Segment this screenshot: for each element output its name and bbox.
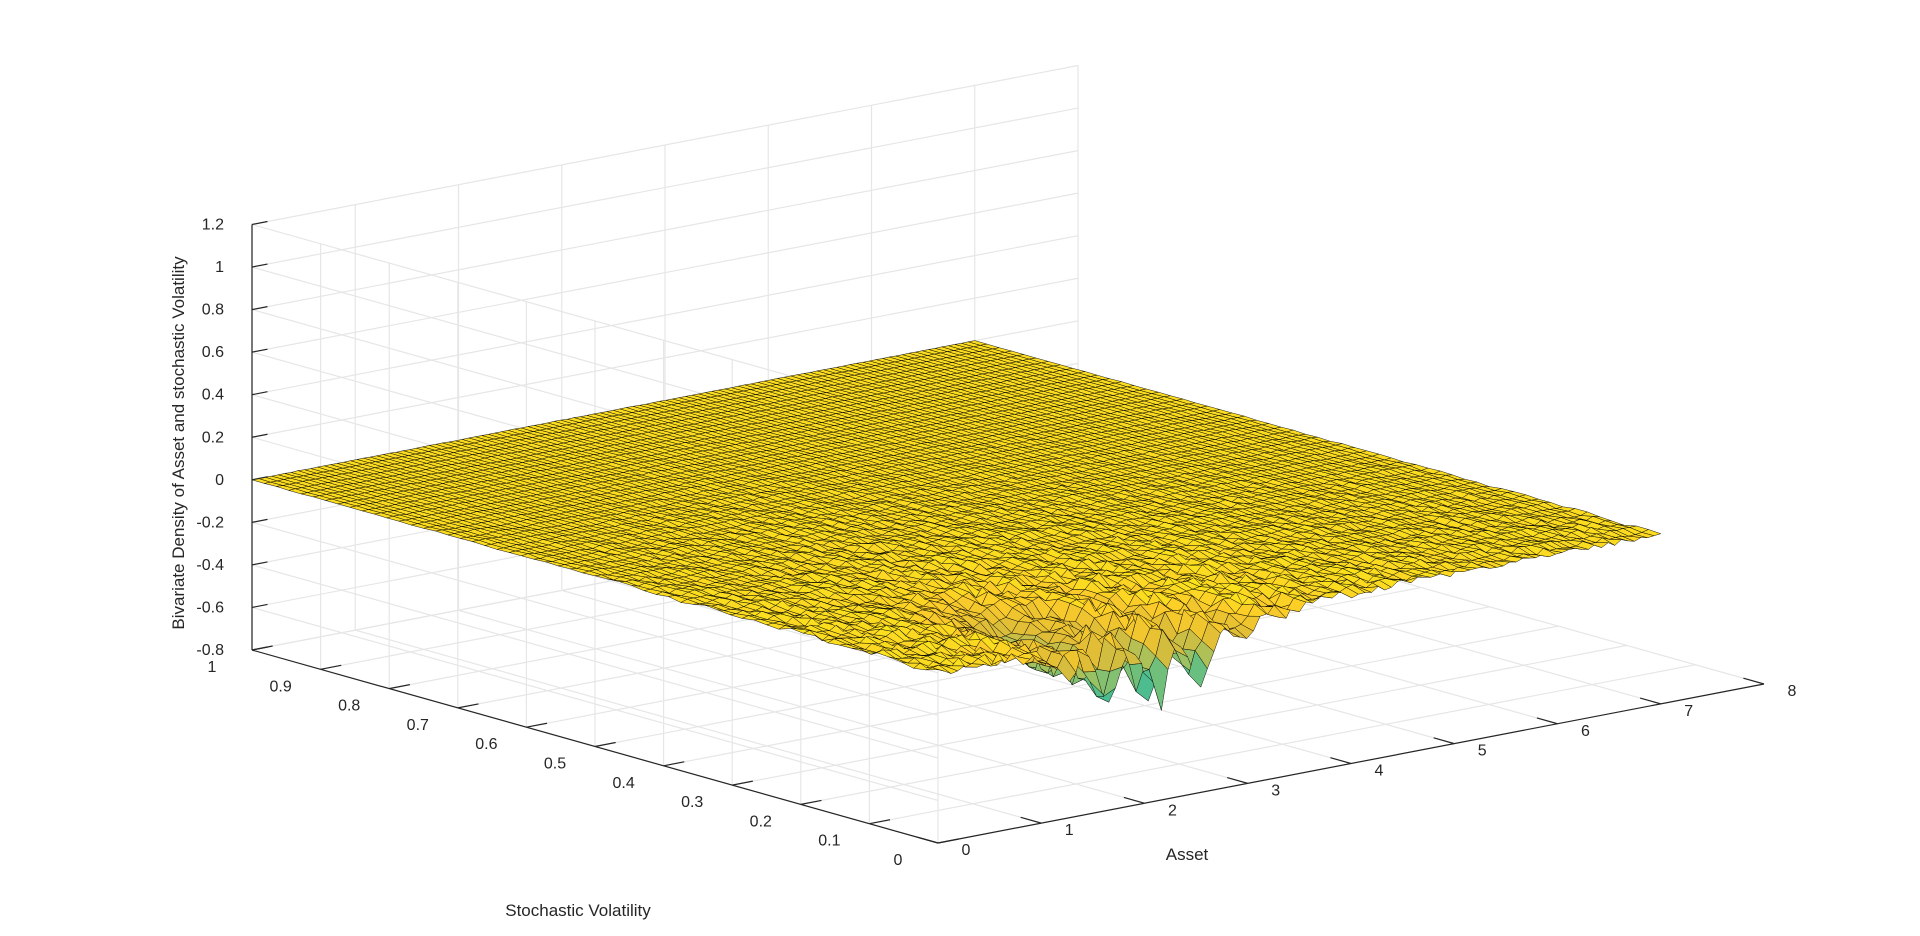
grid-line (251, 107, 1079, 268)
grid-line (869, 664, 1696, 825)
grid-line (251, 521, 939, 716)
grid-line (251, 64, 1079, 226)
grid-line (251, 606, 939, 802)
density-surface (251, 340, 1662, 711)
grid-line (251, 564, 939, 759)
